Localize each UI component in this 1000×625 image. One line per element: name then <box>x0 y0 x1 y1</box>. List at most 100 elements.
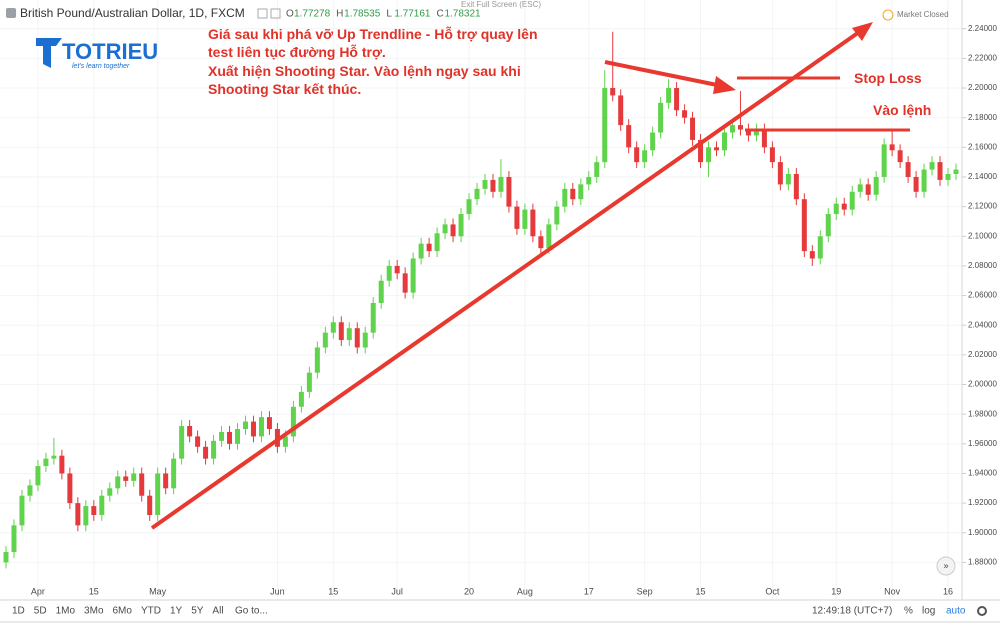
candle-body <box>929 162 935 170</box>
candle-body <box>203 446 209 459</box>
candle-body <box>211 440 217 459</box>
y-tick-label: 1.98000 <box>968 409 997 418</box>
candle-body <box>586 176 592 185</box>
candle-body <box>83 506 89 526</box>
candle-body <box>785 174 791 185</box>
range-button[interactable]: 1Mo <box>56 606 76 617</box>
candle-body <box>905 162 911 177</box>
candle-body <box>841 203 847 210</box>
y-tick-label: 2.22000 <box>968 53 997 62</box>
y-tick-label: 2.06000 <box>968 291 997 300</box>
candle-body <box>11 525 17 553</box>
candle-body <box>330 322 336 333</box>
candle-body <box>506 176 512 207</box>
toolbar: 1D 5D 1Mo 3Mo 6Mo YTD 1Y 5Y All% log auto <box>12 606 966 617</box>
y-tick-label: 2.00000 <box>968 380 997 389</box>
candle-body <box>51 455 57 459</box>
x-tick-label: May <box>149 586 167 596</box>
y-tick-label: 2.18000 <box>968 113 997 122</box>
scale-option[interactable]: log <box>922 606 935 617</box>
range-button[interactable]: All <box>212 606 223 617</box>
candle-body <box>737 125 743 130</box>
x-tick-label: 20 <box>464 586 474 596</box>
scroll-button[interactable] <box>936 556 956 576</box>
x-tick-label: Nov <box>884 586 901 596</box>
candle-body <box>235 428 241 444</box>
candle-body <box>442 224 448 234</box>
candle-body <box>426 243 432 252</box>
candle-body <box>75 503 81 526</box>
range-button[interactable]: 3Mo <box>84 606 104 617</box>
candle-body <box>618 95 624 126</box>
candle-body <box>171 458 177 489</box>
candle-body <box>474 188 480 200</box>
candle-body <box>346 328 352 341</box>
annotation: Xuất hiện Shooting Star. Vào lệnh ngay s… <box>208 63 521 79</box>
x-tick-label: Jun <box>270 586 285 596</box>
candle-body <box>714 147 720 151</box>
header-icon[interactable] <box>270 8 281 19</box>
candle-body <box>490 179 496 192</box>
annotation: Giá sau khi phá vỡ Up Trendline - Hỗ trợ… <box>208 26 538 42</box>
candle-body <box>466 199 472 215</box>
candle-body <box>250 421 256 437</box>
candle-body <box>953 169 959 175</box>
y-tick-label: 1.94000 <box>968 469 997 478</box>
candle-body <box>362 332 368 348</box>
candle-body <box>450 224 456 237</box>
stop-loss-label: Stop Loss <box>854 70 922 86</box>
scale-option[interactable]: auto <box>946 606 966 617</box>
candle-body <box>338 322 344 341</box>
candle-body <box>219 431 225 441</box>
candle-body <box>578 184 584 200</box>
candle-body <box>945 174 951 180</box>
header-icon[interactable] <box>257 8 268 19</box>
candle-body <box>666 88 672 103</box>
candle-body <box>873 176 879 195</box>
range-button[interactable]: 5D <box>34 606 47 617</box>
x-tick-label: 19 <box>831 586 841 596</box>
y-tick-label: 2.20000 <box>968 83 997 92</box>
candle-body <box>809 251 815 259</box>
scroll-icon[interactable]: » <box>943 560 948 570</box>
candle-body <box>298 391 304 407</box>
candle-body <box>706 147 712 163</box>
range-button[interactable]: 1D <box>12 606 25 617</box>
candle-body <box>322 332 328 348</box>
candle-body <box>650 132 656 151</box>
candle-body <box>242 421 248 429</box>
x-tick-label: 15 <box>328 586 338 596</box>
candle-body <box>674 88 680 111</box>
candle-body <box>99 495 105 515</box>
clock: 12:49:18 (UTC+7) <box>812 606 892 617</box>
candle-body <box>889 144 895 151</box>
logo-name: TOTRIEU <box>62 39 158 64</box>
candle-body <box>139 473 145 496</box>
candle-body <box>602 88 608 163</box>
scale-option[interactable]: % <box>904 606 913 617</box>
goto[interactable]: Go to... <box>235 606 268 617</box>
y-tick-label: 2.10000 <box>968 231 997 240</box>
candle-body <box>610 88 616 96</box>
logo-tagline: let's learn together <box>72 63 130 70</box>
header-ohlc: O 1.77278 H 1.78535 L 1.77161 C 1.78321 <box>286 9 481 20</box>
candle-body <box>115 476 121 489</box>
candle-body <box>817 236 823 259</box>
candle-body <box>538 236 544 249</box>
range-button[interactable]: 1Y <box>170 606 183 617</box>
range-button[interactable]: 5Y <box>191 606 204 617</box>
candle-body <box>897 150 903 163</box>
candle-body <box>698 139 704 163</box>
candle-body <box>306 372 312 392</box>
range-button[interactable]: 6Mo <box>113 606 133 617</box>
ohlc-value: 1.77161 <box>394 9 431 20</box>
exit-full-screen[interactable]: Exit Full Screen (ESC) <box>461 0 541 9</box>
x-tick-label: Apr <box>31 586 45 596</box>
pointer-arrow <box>604 60 723 88</box>
candle-body <box>482 179 488 189</box>
settings-icon[interactable] <box>977 606 987 616</box>
range-button[interactable]: YTD <box>141 606 161 617</box>
candle-body <box>594 162 600 177</box>
y-tick-label: 2.24000 <box>968 24 997 33</box>
